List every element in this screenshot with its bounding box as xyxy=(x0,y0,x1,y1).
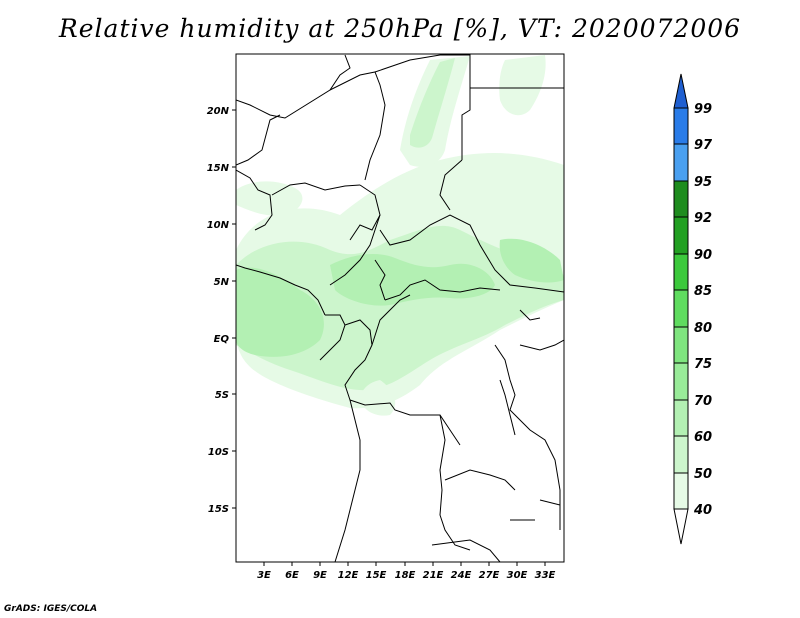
lon-tick-label: 24E xyxy=(451,570,472,581)
colorbar-bottom-arrow xyxy=(673,508,689,545)
humidity-core-central xyxy=(330,254,495,306)
lat-tick-label: 10N xyxy=(207,220,230,231)
colorbar-segment xyxy=(673,399,689,437)
colorbar-label: 70 xyxy=(694,394,712,409)
humidity-core-east xyxy=(499,238,564,283)
humidity-core-west xyxy=(236,267,324,357)
lat-tick-label: 5S xyxy=(215,390,229,401)
colorbar-top-arrow xyxy=(673,73,689,109)
lon-axis: 3E 6E 9E 12E 15E 18E 21E 24E 27E 30E 33E xyxy=(257,562,556,581)
colorbar-segment xyxy=(673,472,689,510)
humidity-plume-ne xyxy=(499,55,546,116)
lat-tick-label: 5N xyxy=(214,277,230,288)
colorbar-label: 92 xyxy=(694,211,712,226)
colorbar-label: 50 xyxy=(694,467,712,482)
colorbar-segment xyxy=(673,143,689,182)
lon-tick-label: 9E xyxy=(313,570,327,581)
lon-tick-label: 18E xyxy=(395,570,416,581)
colorbar-segment xyxy=(673,289,689,328)
colorbar-segment xyxy=(673,253,689,291)
lon-tick-label: 33E xyxy=(535,570,556,581)
country-borders xyxy=(236,54,564,562)
colorbar-label: 75 xyxy=(694,357,712,372)
colorbar-label: 97 xyxy=(694,138,713,153)
humidity-nw-blob xyxy=(236,181,303,216)
colorbar-segment xyxy=(673,216,689,255)
lon-tick-label: 3E xyxy=(257,570,271,581)
lat-tick-label: 10S xyxy=(208,447,229,458)
map-title: Relative humidity at 250hPa [%], VT: 202… xyxy=(58,14,742,43)
colorbar-segment xyxy=(673,326,689,364)
colorbar-segment xyxy=(673,362,689,401)
lat-tick-label: EQ xyxy=(214,334,230,345)
colorbar-label: 90 xyxy=(694,248,712,263)
humidity-shading xyxy=(236,55,564,416)
lat-axis: 20N 15N 10N 5N EQ 5S 10S 15S xyxy=(207,106,236,515)
lat-tick-label: 15N xyxy=(207,163,230,174)
lon-tick-label: 27E xyxy=(479,570,500,581)
humidity-south-tail xyxy=(360,380,396,416)
lon-tick-label: 30E xyxy=(507,570,528,581)
credit-text: GrADS: IGES/COLA xyxy=(4,604,98,614)
lat-tick-label: 15S xyxy=(208,504,229,515)
colorbar-segment xyxy=(673,180,689,218)
lat-tick-label: 20N xyxy=(207,106,230,117)
colorbar-label: 40 xyxy=(693,503,712,518)
colorbar-label: 80 xyxy=(694,321,712,336)
humidity-region-west-2 xyxy=(236,225,564,391)
lon-tick-label: 21E xyxy=(423,570,444,581)
lon-tick-label: 6E xyxy=(285,570,299,581)
colorbar-segment xyxy=(673,107,689,145)
lon-tick-label: 15E xyxy=(366,570,387,581)
colorbar: 99 97 95 92 90 85 80 75 70 60 50 40 xyxy=(673,73,713,545)
colorbar-label: 60 xyxy=(694,430,712,445)
colorbar-label: 85 xyxy=(694,284,712,299)
lon-tick-label: 12E xyxy=(338,570,359,581)
colorbar-label: 95 xyxy=(694,175,712,190)
colorbar-segment xyxy=(673,435,689,474)
map-frame xyxy=(235,53,565,563)
humidity-plume-north-2 xyxy=(410,58,455,148)
colorbar-label: 99 xyxy=(694,102,712,117)
